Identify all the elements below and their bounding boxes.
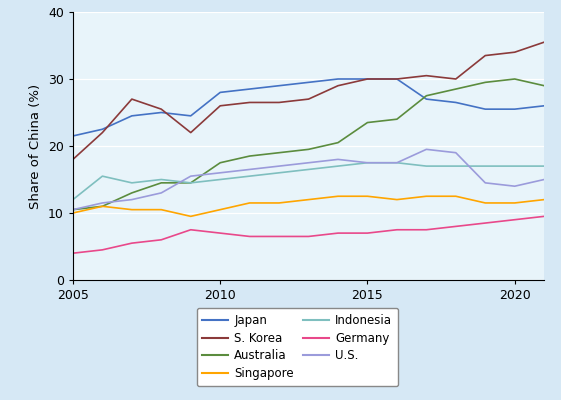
Y-axis label: Share of China (%): Share of China (%) — [30, 84, 43, 208]
Legend: Japan, S. Korea, Australia, Singapore, Indonesia, Germany, U.S.: Japan, S. Korea, Australia, Singapore, I… — [196, 308, 398, 386]
X-axis label: Year: Year — [295, 308, 323, 320]
